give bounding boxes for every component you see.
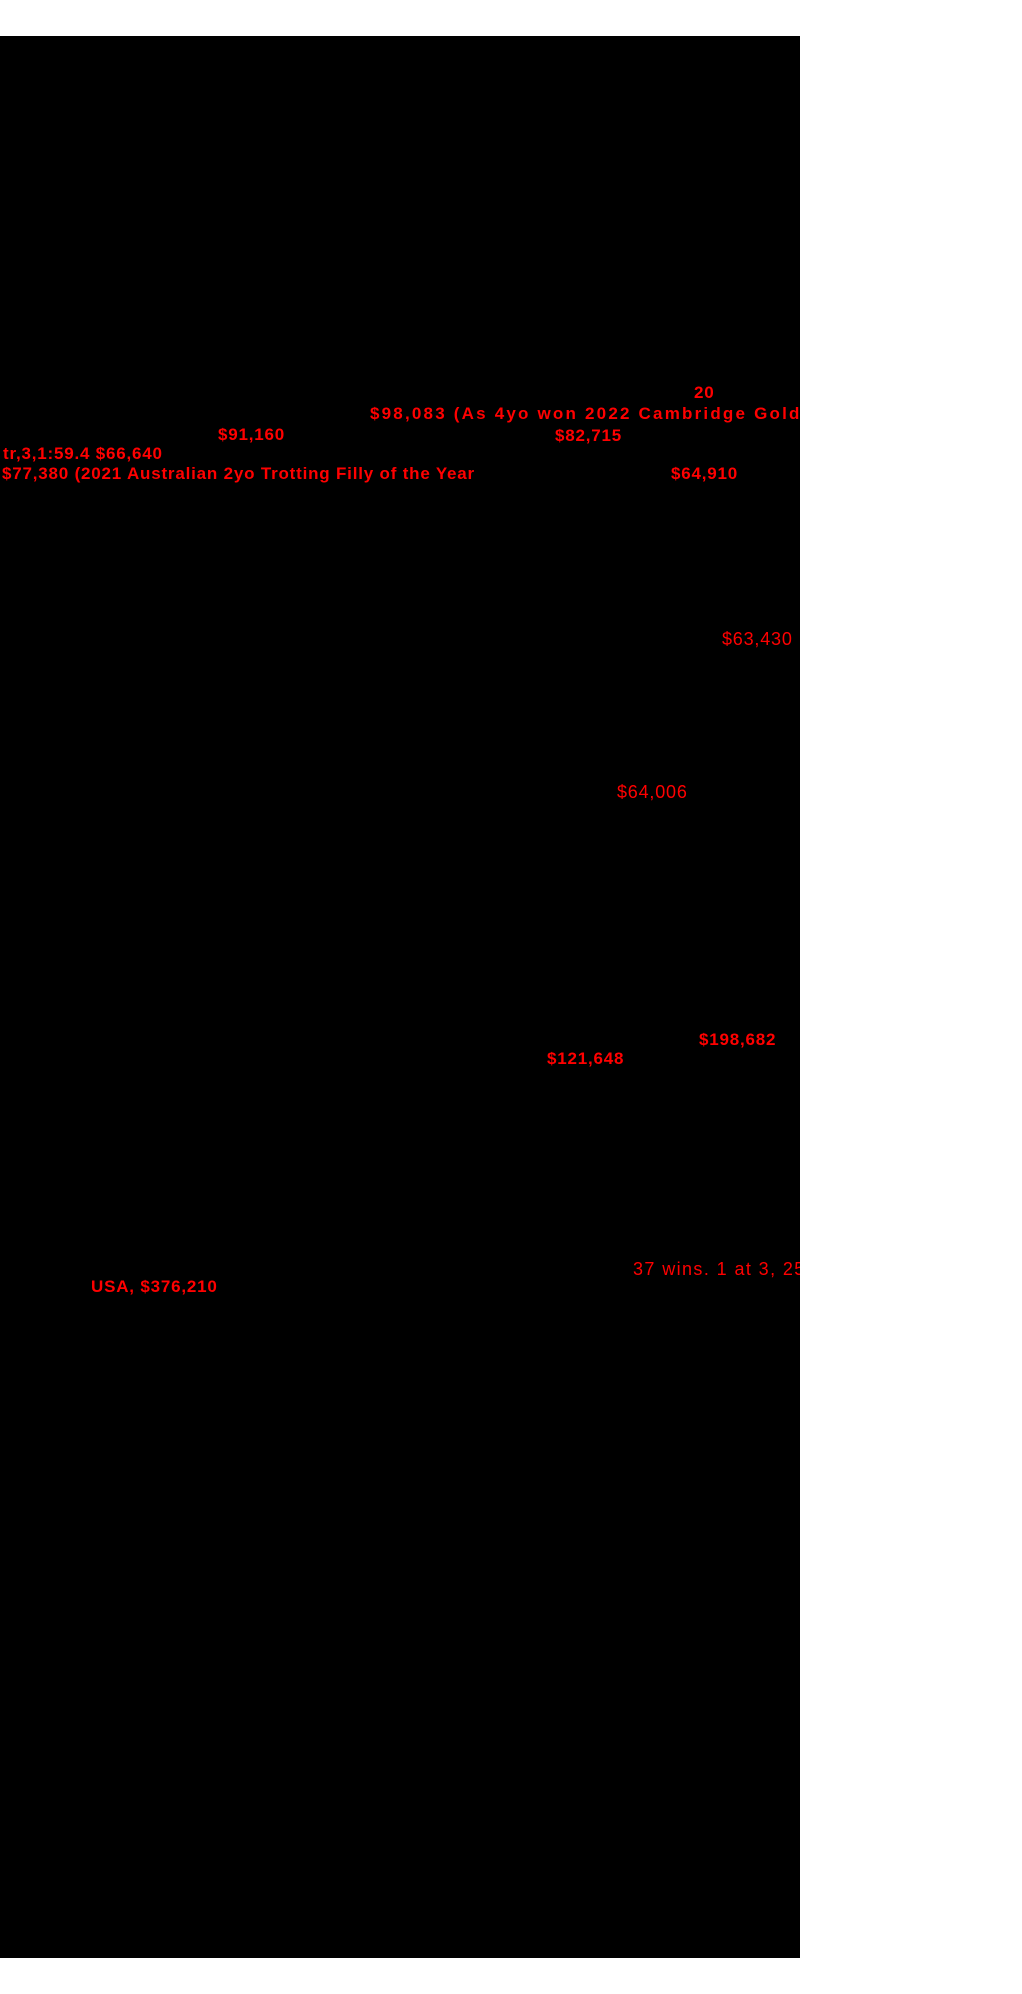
- overlay-text-record-tr-3-159-4: tr,3,1:59.4 $66,640: [3, 444, 163, 463]
- overlay-text-earnings-64006: $64,006: [617, 782, 688, 802]
- overlay-text-earnings-98083: $98,083 (As 4yo won 2022 Cambridge Gold …: [370, 404, 800, 423]
- overlay-text-earnings-121648: $121,648: [547, 1049, 625, 1068]
- overlay-text-earnings-77380: $77,380 (2021 Australian 2yo Trotting Fi…: [2, 464, 475, 483]
- overlay-text-count-20: 20: [694, 383, 715, 402]
- overlay-text-earnings-63430: $63,430: [722, 629, 793, 649]
- overlay-text-earnings-64910: $64,910: [671, 464, 739, 483]
- overlay-text-earnings-82715: $82,715: [555, 426, 623, 445]
- document-canvas: 20 $98,083 (As 4yo won 2022 Cambridge Gol…: [0, 36, 800, 1958]
- overlay-text-earnings-198682: $198,682: [699, 1030, 777, 1049]
- overlay-text-earnings-91160: $91,160: [218, 425, 286, 444]
- overlay-text-wins-summary: 37 wins. 1 at 3, 25: [633, 1259, 800, 1279]
- overlay-text-usa-earnings-376210: USA, $376,210: [91, 1277, 218, 1296]
